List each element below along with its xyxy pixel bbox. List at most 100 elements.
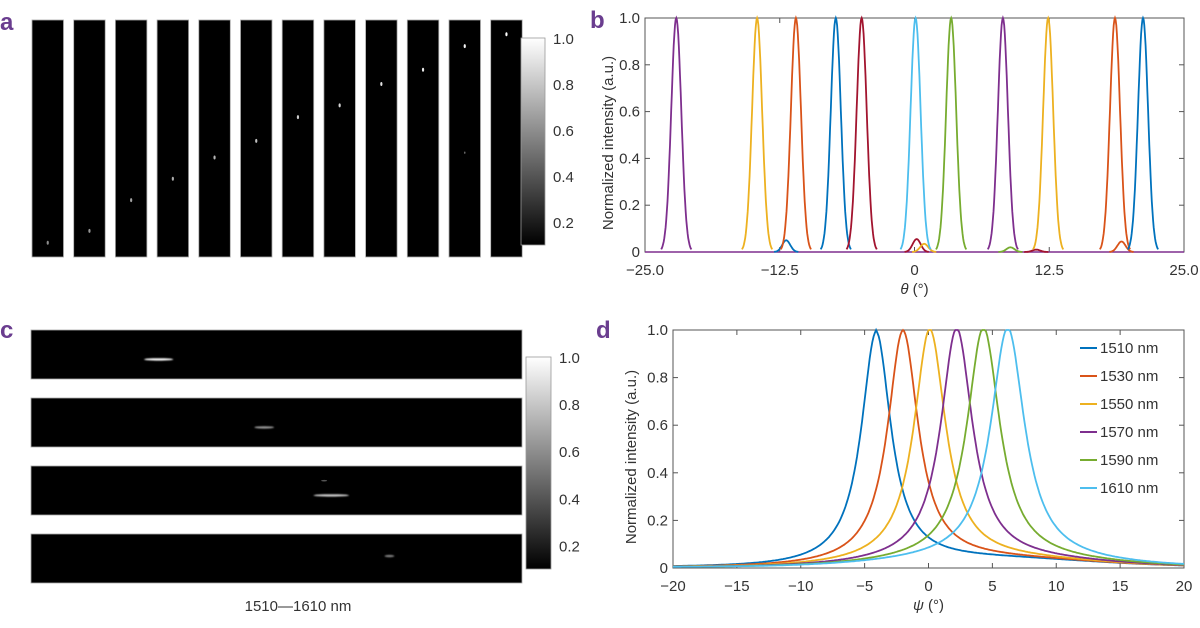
image-strip — [323, 19, 356, 258]
x-tick-label: 0 — [924, 578, 932, 595]
light-streak — [384, 554, 395, 558]
image-strip — [240, 19, 273, 258]
x-tick-label: −12.5 — [761, 262, 799, 279]
image-strip — [73, 19, 106, 258]
legend-label: 1530 nm — [1100, 368, 1158, 385]
peak-curve — [1127, 15, 1159, 250]
image-strip — [30, 533, 523, 584]
x-tick-label: −10 — [788, 578, 813, 595]
colorbar-tick-label: 0.4 — [553, 169, 574, 186]
y-tick-label: 0 — [660, 560, 668, 577]
light-streak — [143, 358, 174, 361]
bright-spot — [213, 155, 216, 160]
x-axis-label: ψ (°) — [913, 597, 944, 614]
x-tick-label: −25.0 — [626, 262, 664, 279]
y-tick-label: 0.4 — [647, 465, 668, 482]
colorbar-tick-label: 0.2 — [553, 215, 574, 232]
x-tick-label: 0 — [910, 262, 918, 279]
panel-c-images: 0.2 0.4 0.6 0.8 1.0 — [30, 329, 580, 584]
colorbar-tick-label: 0.6 — [559, 444, 580, 461]
legend-label: 1550 nm — [1100, 396, 1158, 413]
panel-b-plot: −25.0 −12.5 0 12.5 25.0 0 0.2 0.4 0.6 0.8 1.0 θ (°)… — [600, 10, 1199, 298]
image-strip — [198, 19, 231, 258]
y-tick-label: 0.8 — [647, 370, 668, 387]
colorbar-tick-label: 0.8 — [559, 397, 580, 414]
side-lobe — [1109, 240, 1134, 253]
colorbar — [525, 356, 552, 570]
x-tick-label: −20 — [660, 578, 685, 595]
y-axis-label: Normalized intensity (a.u.) — [600, 56, 617, 230]
image-strip — [281, 19, 315, 258]
colorbar — [520, 37, 546, 246]
y-axis-label: Normalized intensity (a.u.) — [623, 370, 640, 544]
panel-c-caption: 1510—1610 nm — [245, 598, 352, 615]
series-curve — [673, 329, 1185, 568]
colorbar-tick-label: 0.8 — [553, 77, 574, 94]
bright-spot — [505, 32, 508, 37]
panel-label-b: b — [590, 7, 605, 34]
peak-curve — [819, 15, 852, 250]
y-tick-label: 0.8 — [619, 57, 640, 74]
x-tick-label: 25.0 — [1169, 262, 1198, 279]
image-strip — [30, 465, 523, 516]
peak-curve — [741, 15, 774, 250]
colorbar-tick-label: 0.2 — [559, 538, 580, 555]
colorbar-tick-label: 1.0 — [553, 31, 574, 48]
legend-label: 1570 nm — [1100, 424, 1158, 441]
peak-curve — [845, 15, 878, 250]
bright-spot — [421, 67, 425, 72]
panel-label-c: c — [0, 317, 13, 344]
peak-curve — [899, 15, 932, 250]
y-tick-label: 0.4 — [619, 150, 640, 167]
x-tick-label: −5 — [856, 578, 873, 595]
legend-label: 1610 nm — [1100, 480, 1158, 497]
series-curve — [673, 329, 1185, 568]
y-tick-label: 0 — [632, 244, 640, 261]
image-strip — [115, 19, 148, 258]
x-axis-unit: (°) — [924, 597, 944, 614]
series-curve — [672, 328, 1184, 568]
dim-spot — [463, 151, 466, 154]
side-lobe — [773, 239, 799, 253]
y-tick-label: 0.2 — [619, 197, 640, 214]
peak-curve — [1099, 15, 1131, 250]
bright-spot — [171, 176, 174, 181]
legend-label: 1510 nm — [1100, 340, 1158, 357]
legend-label: 1590 nm — [1100, 452, 1158, 469]
peak-curve — [986, 15, 1019, 250]
bright-spot — [46, 240, 49, 245]
side-lobe — [912, 242, 937, 253]
x-tick-label: 12.5 — [1035, 262, 1064, 279]
y-tick-label: 0.6 — [619, 104, 640, 121]
x-tick-label: 10 — [1048, 578, 1065, 595]
colorbar-tick-label: 1.0 — [559, 350, 580, 367]
panel-d-plot: −20 −15 −10 −5 0 5 10 15 20 0 0.2 0.4 0.6 0.8 1.0 ψ (°)… — [623, 322, 1192, 614]
bright-spot — [88, 228, 91, 233]
bright-spot — [296, 115, 300, 120]
image-strip — [406, 19, 440, 258]
image-strip — [30, 397, 523, 448]
bright-spot — [380, 81, 383, 86]
colorbar-tick-label: 0.4 — [559, 491, 580, 508]
bright-spot — [130, 198, 133, 203]
panel-label-d: d — [596, 317, 611, 344]
panel-a-images: 0.2 0.4 0.6 0.8 1.0 — [31, 19, 574, 258]
bright-spot — [338, 103, 341, 108]
image-strip — [448, 19, 481, 258]
x-tick-label: 15 — [1112, 578, 1129, 595]
y-tick-label: 0.6 — [647, 417, 668, 434]
peak-curve — [779, 15, 812, 250]
peak-curve — [660, 15, 693, 250]
side-lobe — [998, 246, 1023, 253]
x-tick-label: 5 — [988, 578, 996, 595]
peak-curve — [1032, 15, 1065, 250]
x-axis-label: θ (°) — [900, 281, 928, 298]
y-tick-label: 0.2 — [647, 512, 668, 529]
x-tick-label: 20 — [1176, 578, 1193, 595]
image-strip — [30, 329, 523, 380]
light-streak — [254, 426, 275, 429]
series-curve — [673, 329, 1185, 568]
panel-label-a: a — [0, 9, 14, 36]
y-tick-label: 1.0 — [647, 322, 668, 339]
